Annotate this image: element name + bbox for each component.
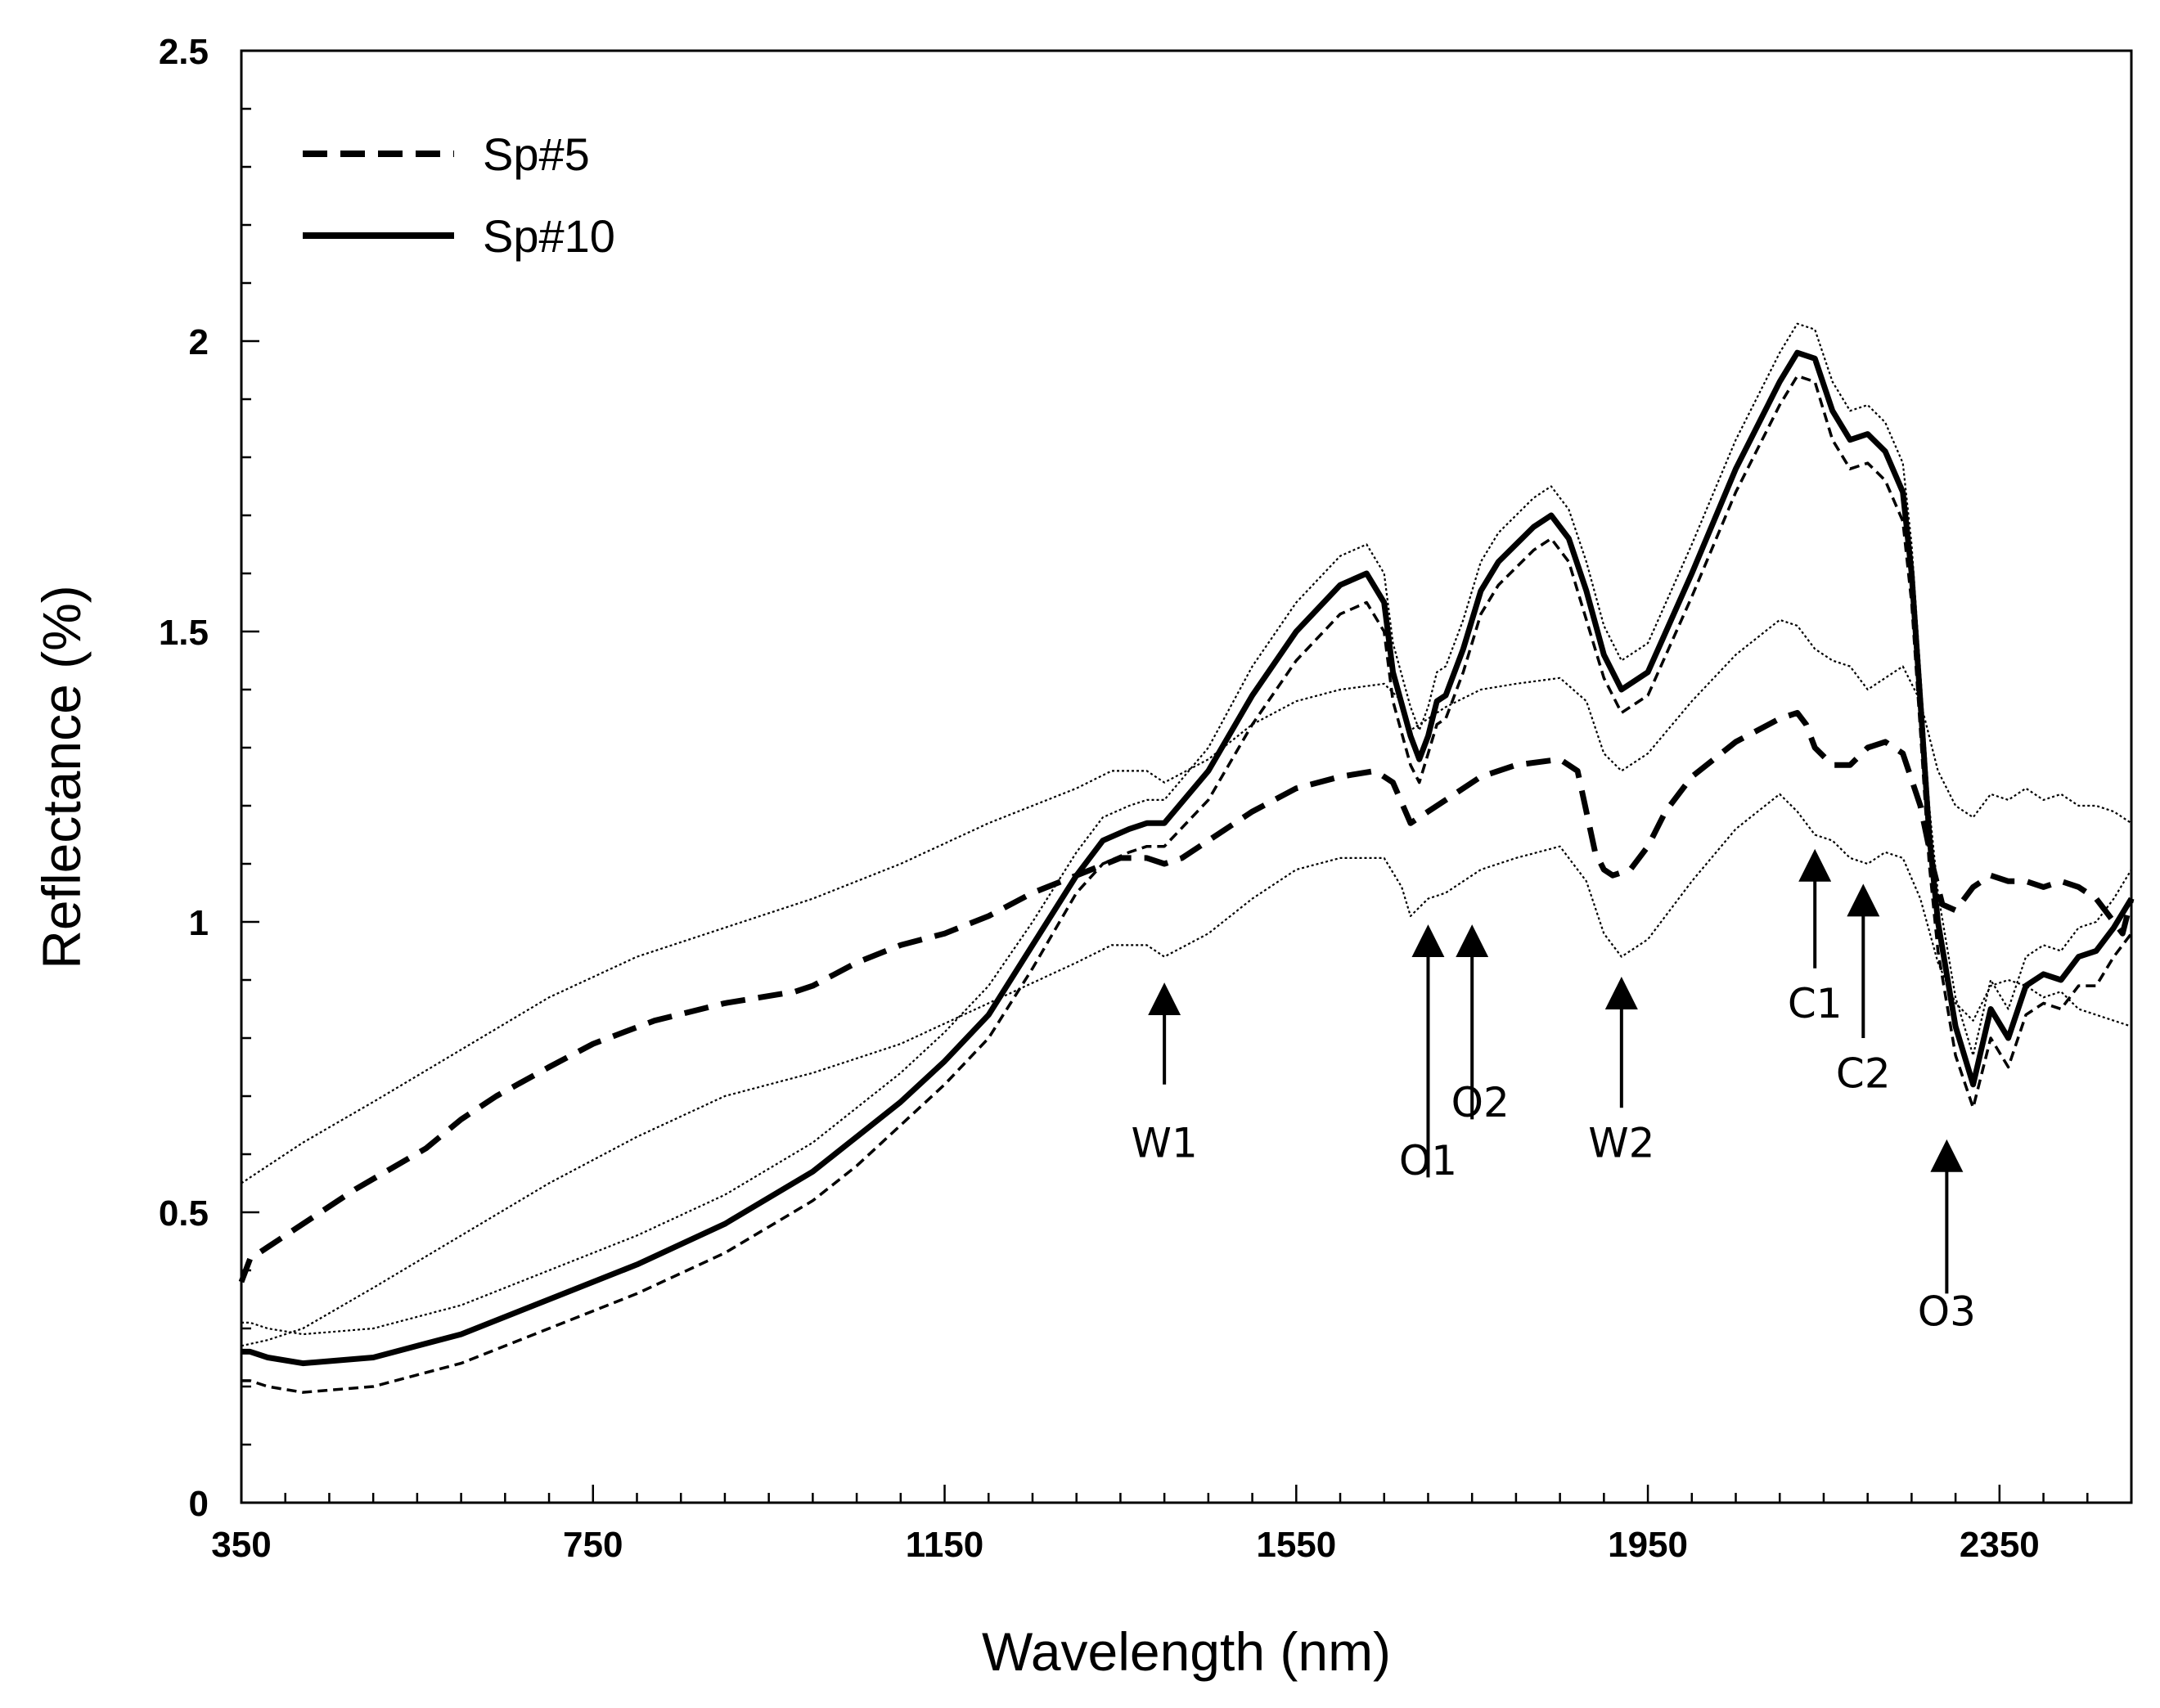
y-tick-label: 1 (189, 903, 209, 943)
series-line-sp10-mean (241, 349, 2134, 1367)
ticks-layer: 350 750 1150 1550 1950 2350 0 0.5 1 1.5 2 2.5 (159, 32, 2133, 1565)
y-tick-label: 0.5 (159, 1193, 209, 1234)
x-axis-title: Wavelength (nm) (982, 1621, 1391, 1682)
legend-label-sp5: Sp#5 (483, 128, 590, 180)
x-tick-label: 1550 (1256, 1525, 1336, 1565)
y-tick-label: 1.5 (159, 613, 209, 653)
series-layer (238, 322, 2135, 1394)
annotation-label-o3: O3 (1918, 1288, 1976, 1335)
x-tick-label: 750 (563, 1525, 623, 1565)
x-tick-label: 2350 (1960, 1525, 2040, 1565)
x-tick-label: 1150 (906, 1525, 983, 1565)
x-tick-label: 350 (211, 1525, 271, 1565)
annotation-label-w2: W2 (1588, 1120, 1654, 1167)
annotation-label-w1: W1 (1132, 1120, 1198, 1167)
y-tick-label: 2 (189, 322, 209, 362)
annotation-label-o1: O1 (1399, 1137, 1457, 1184)
annotation-layer: W1 O1 O2 W2 C1 C2 O3 (1132, 848, 1976, 1335)
annotation-label-c2: C2 (1836, 1050, 1891, 1097)
series-line-sp10-upper-envelope (241, 322, 2132, 1336)
annotation-label-c1: C1 (1788, 980, 1843, 1027)
series-line-sp5-lower-envelope (241, 793, 2132, 1347)
series-line-sp5-mean (238, 709, 2135, 1283)
axes-layer (240, 49, 2133, 1504)
legend: Sp#5 Sp#10 (303, 128, 615, 262)
y-axis-title: Reflectance (%) (31, 585, 92, 969)
plot-frame (240, 49, 2133, 1504)
y-tick-label: 2.5 (159, 32, 209, 72)
legend-label-sp10: Sp#10 (483, 210, 615, 262)
annotation-label-o2: O2 (1451, 1079, 1510, 1126)
series-line-sp5-upper-envelope (241, 618, 2132, 1184)
y-tick-label: 0 (189, 1484, 209, 1524)
x-tick-label: 1950 (1608, 1525, 1688, 1565)
series-line-sp10-lower-envelope (241, 374, 2133, 1394)
